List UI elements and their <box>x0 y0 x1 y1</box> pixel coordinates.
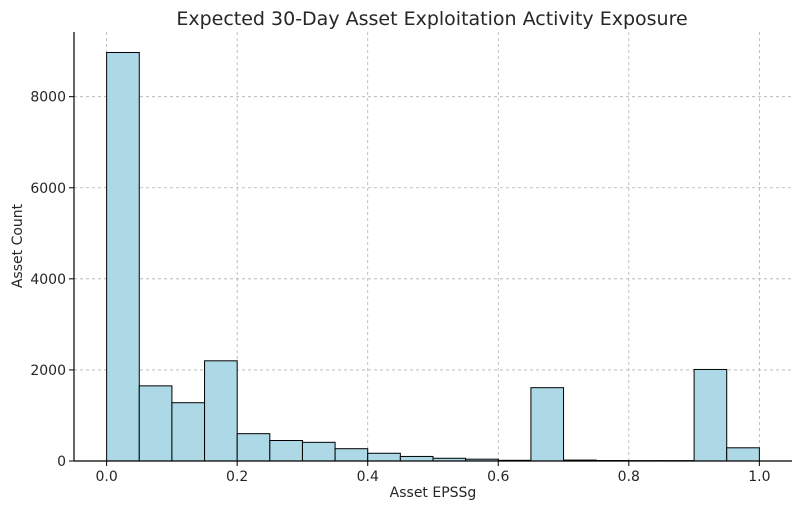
bar-18 <box>693 368 728 462</box>
y-tick-label-4: 8000 <box>30 90 66 106</box>
bar-4 <box>236 433 271 462</box>
bar-1 <box>138 385 173 462</box>
bar-5 <box>269 440 303 462</box>
y-axis-label: Asset Count <box>10 203 26 288</box>
x-tick-label-2: 0.4 <box>357 469 379 485</box>
y-axis-ticks: 0 2000 4000 6000 8000 <box>30 90 74 470</box>
bars <box>106 51 760 462</box>
x-tick-label-1: 0.2 <box>226 469 248 485</box>
chart-title: Expected 30-Day Asset Exploitation Activ… <box>176 8 687 30</box>
bar-8 <box>367 452 401 462</box>
x-axis-label: Asset EPSSg <box>390 485 477 501</box>
grid-lines <box>74 32 792 462</box>
bar-2 <box>171 402 206 462</box>
x-tick-label-4: 0.8 <box>618 469 640 485</box>
y-tick-label-3: 6000 <box>30 181 66 197</box>
bar-19 <box>726 447 760 462</box>
y-tick-label-0: 0 <box>57 454 66 470</box>
x-tick-label-0: 0.0 <box>96 469 118 485</box>
bar-7 <box>334 448 369 462</box>
bar-0 <box>106 51 140 462</box>
bar-3 <box>204 360 238 462</box>
bar-13 <box>530 387 565 462</box>
bar-9 <box>399 455 434 462</box>
y-tick-label-1: 2000 <box>30 363 66 379</box>
y-tick-label-2: 4000 <box>30 272 66 288</box>
x-tick-label-5: 1.0 <box>748 469 770 485</box>
x-axis-ticks: 0.0 0.2 0.4 0.6 0.8 1.0 <box>96 461 770 485</box>
bar-6 <box>301 441 336 462</box>
x-tick-label-3: 0.6 <box>487 469 509 485</box>
